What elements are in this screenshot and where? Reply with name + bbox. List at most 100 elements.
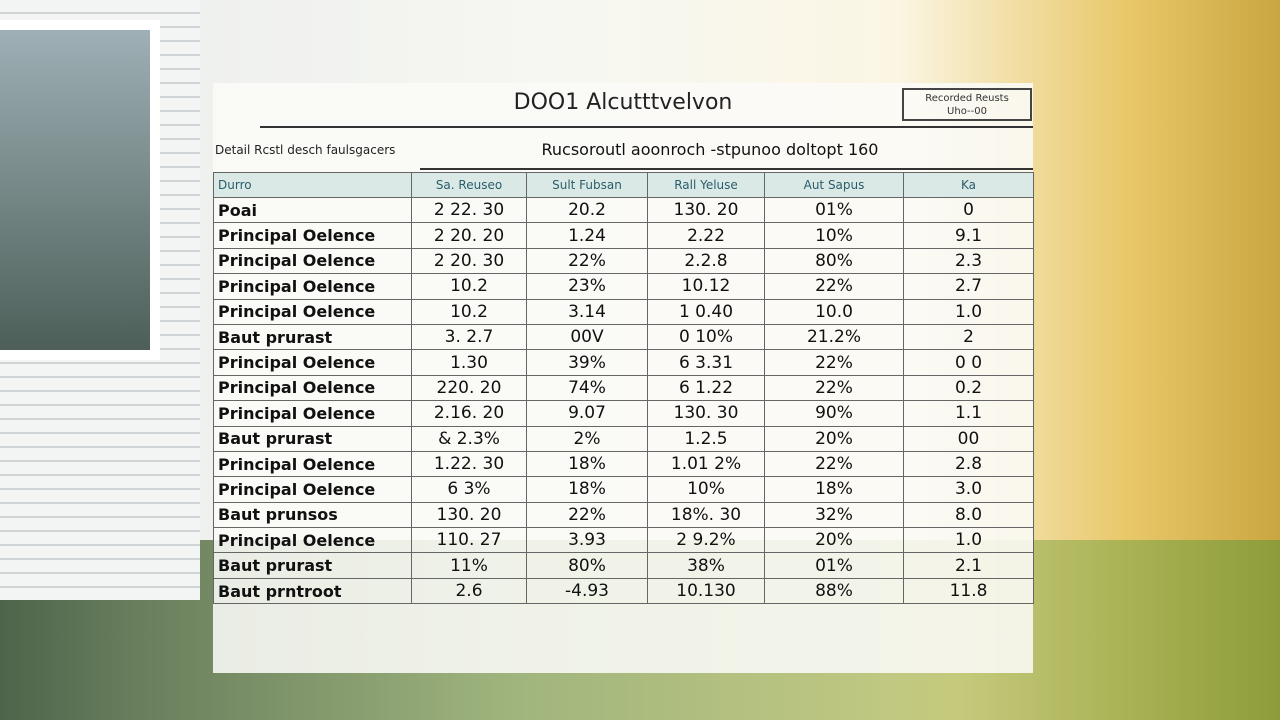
table-cell: 2.3 <box>903 247 1034 275</box>
table-cell: 38% <box>647 552 765 579</box>
table-cell: 00 <box>903 425 1034 452</box>
table-cell: Principal Oelence <box>213 527 412 554</box>
table-cell: 11% <box>411 552 527 579</box>
table-cell: 2 <box>903 323 1034 351</box>
column-header: Ka <box>903 172 1034 198</box>
table-cell: 20.2 <box>526 196 648 224</box>
table-cell: 1.0 <box>903 527 1034 554</box>
table-row: Principal Oelence 1.22. 30 18% 1.01 2% 22% 2.… <box>213 450 1034 478</box>
table-row: Baut prunsos 130. 20 22% 18%. 30 32% 8.0 <box>213 501 1034 529</box>
table-cell: Principal Oelence <box>213 222 412 249</box>
data-table: Durro Sa. Reuseo Sult Fubsan Rall Yeluse Aut… <box>213 172 1034 605</box>
table-cell: 2 22. 30 <box>411 196 527 224</box>
table-cell: 2 20. 30 <box>411 247 527 275</box>
table-row: Principal Oelence 10.2 23% 10.12 22% 2.7 <box>213 273 1034 300</box>
table-row: Poai 2 22. 30 20.2 130. 20 01% 0 <box>213 196 1034 224</box>
table-cell: 2.1 <box>903 552 1034 579</box>
table-cell: 3.93 <box>526 527 648 554</box>
table-cell: 1.1 <box>903 400 1034 427</box>
table-cell: 0 10% <box>647 323 765 351</box>
table-cell: 2 9.2% <box>647 527 765 554</box>
table-cell: 3.0 <box>903 476 1034 503</box>
table-row: Principal Oelence 6 3% 18% 10% 18% 3.0 <box>213 476 1034 503</box>
table-cell: Principal Oelence <box>213 400 412 427</box>
table-cell: 10.12 <box>647 273 765 300</box>
table-cell: 20% <box>764 527 904 554</box>
table-cell: Principal Oelence <box>213 298 412 325</box>
table-row: Principal Oelence 10.2 3.14 1 0.40 10.0 1.0 <box>213 298 1034 325</box>
table-cell: 01% <box>764 196 904 224</box>
table-cell: 130. 20 <box>411 501 527 529</box>
table-cell: 22% <box>526 247 648 275</box>
column-header: Durro <box>213 172 412 198</box>
table-cell: Principal Oelence <box>213 273 412 300</box>
table-cell: 3.14 <box>526 298 648 325</box>
table-cell: 22% <box>764 374 904 402</box>
table-cell: 22% <box>764 450 904 478</box>
table-cell: Principal Oelence <box>213 374 412 402</box>
table-cell: 2.16. 20 <box>411 400 527 427</box>
table-cell: 0 <box>903 196 1034 224</box>
badge-line: Uho--00 <box>947 106 987 117</box>
table-row: Baut prurast & 2.3% 2% 1.2.5 20% 00 <box>213 425 1034 452</box>
table-cell: 2% <box>526 425 648 452</box>
table-cell: 0.2 <box>903 374 1034 402</box>
table-row: Principal Oelence 2 20. 30 22% 2.2.8 80% 2.3 <box>213 247 1034 275</box>
table-row: Principal Oelence 220. 20 74% 6 1.22 22% 0.2 <box>213 374 1034 402</box>
table-cell: 2.2.8 <box>647 247 765 275</box>
badge-line: Recorded Reusts <box>925 93 1009 104</box>
table-cell: Baut prntroot <box>213 577 412 605</box>
table-cell: Principal Oelence <box>213 476 412 503</box>
table-cell: 1 0.40 <box>647 298 765 325</box>
table-cell: 8.0 <box>903 501 1034 529</box>
table-cell: 22% <box>526 501 648 529</box>
table-cell: 18% <box>526 450 648 478</box>
house-window <box>0 20 160 360</box>
table-cell: Baut prurast <box>213 552 412 579</box>
table-cell: 1.24 <box>526 222 648 249</box>
table-cell: 21.2% <box>764 323 904 351</box>
table-cell: 9.1 <box>903 222 1034 249</box>
table-row: Principal Oelence 2.16. 20 9.07 130. 30 90% 1… <box>213 400 1034 427</box>
table-cell: 2 20. 20 <box>411 222 527 249</box>
table-cell: 2.22 <box>647 222 765 249</box>
table-row: Principal Oelence 110. 27 3.93 2 9.2% 20% 1.0 <box>213 527 1034 554</box>
table-cell: 22% <box>764 349 904 376</box>
table-cell: Principal Oelence <box>213 247 412 275</box>
table-cell: Baut prurast <box>213 425 412 452</box>
table-cell: & 2.3% <box>411 425 527 452</box>
table-cell: Poai <box>213 196 412 224</box>
rule <box>420 168 1033 170</box>
table-cell: 2.8 <box>903 450 1034 478</box>
table-cell: 88% <box>764 577 904 605</box>
table-cell: Principal Oelence <box>213 349 412 376</box>
table-cell: 00V <box>526 323 648 351</box>
table-cell: 18% <box>526 476 648 503</box>
table-cell: 3. 2.7 <box>411 323 527 351</box>
table-row: Principal Oelence 1.30 39% 6 3.31 22% 0 0 <box>213 349 1034 376</box>
table-cell: 1.2.5 <box>647 425 765 452</box>
table-cell: Baut prurast <box>213 323 412 351</box>
table-cell: 80% <box>526 552 648 579</box>
table-cell: 10% <box>764 222 904 249</box>
table-cell: 9.07 <box>526 400 648 427</box>
title: DOO1 Alcutttvelvon <box>513 90 733 115</box>
table-cell: Principal Oelence <box>213 450 412 478</box>
table-cell: 1.0 <box>903 298 1034 325</box>
table-cell: 10% <box>647 476 765 503</box>
table-cell: 6 1.22 <box>647 374 765 402</box>
rule <box>260 126 1033 128</box>
table-cell: 22% <box>764 273 904 300</box>
table-cell: 10.2 <box>411 298 527 325</box>
table-cell: 2.7 <box>903 273 1034 300</box>
table-cell: 39% <box>526 349 648 376</box>
badge: Recorded Reusts Uho--00 <box>902 88 1032 121</box>
table-cell: 01% <box>764 552 904 579</box>
table-row: Baut prurast 11% 80% 38% 01% 2.1 <box>213 552 1034 579</box>
table-cell: 6 3.31 <box>647 349 765 376</box>
table-cell: 74% <box>526 374 648 402</box>
table-cell: 6 3% <box>411 476 527 503</box>
table-cell: 18%. 30 <box>647 501 765 529</box>
subheader-left: Detail Rcstl desch faulsgacers <box>215 143 396 157</box>
